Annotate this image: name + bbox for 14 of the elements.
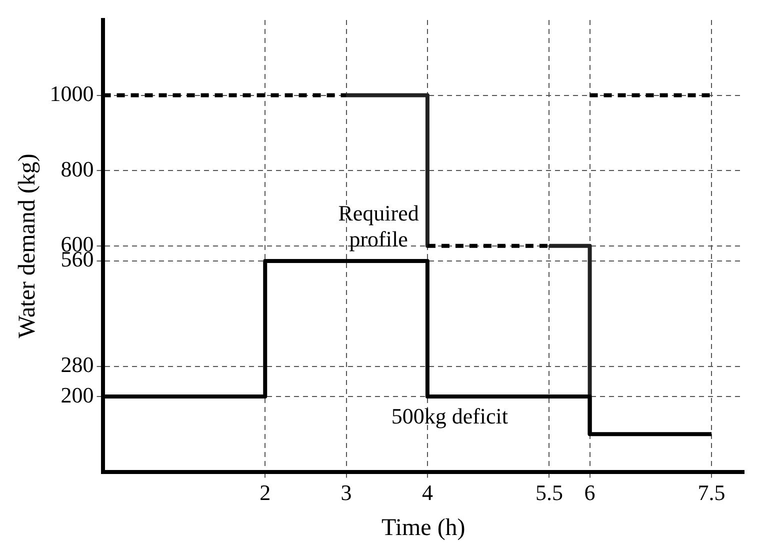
y-tick-label: 1000 <box>50 81 94 106</box>
annotation: Required profile <box>338 200 419 252</box>
y-tick-label: 800 <box>60 156 94 182</box>
y-tick-label: 200 <box>60 382 94 408</box>
x-tick-label: 3 <box>340 480 352 505</box>
x-tick-label: 6 <box>584 480 596 505</box>
x-tick-label: 5.5 <box>535 480 563 505</box>
x-axis-title: Time (h) <box>382 514 466 541</box>
y-tick-label: 280 <box>60 352 94 378</box>
x-tick-label: 7.5 <box>698 480 726 505</box>
y-axis-title: Water demand (kg) <box>14 154 41 338</box>
annotation: 500kg deficit <box>391 403 508 428</box>
x-tick-label: 2 <box>260 480 271 505</box>
x-tick-label: 4 <box>422 480 433 505</box>
